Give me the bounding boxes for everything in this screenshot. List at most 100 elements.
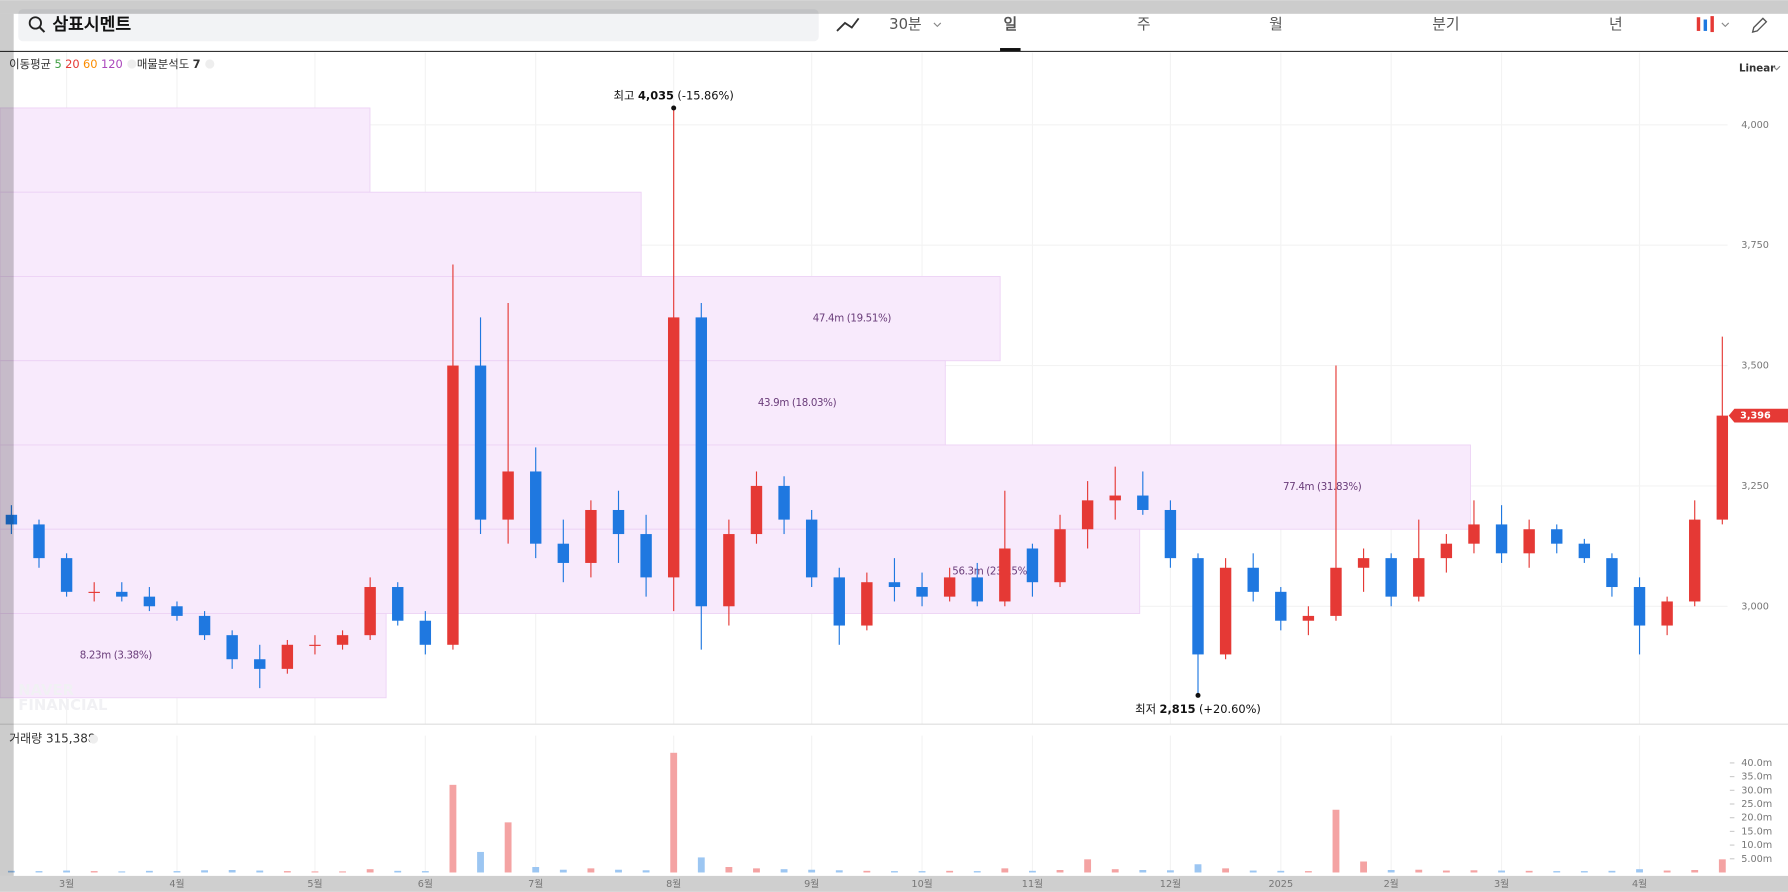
candle-body	[88, 591, 100, 593]
profile-label: 43.9m (18.03%)	[758, 397, 837, 409]
candle-body	[474, 365, 487, 520]
candle-body	[447, 365, 459, 645]
volume-bar	[1498, 870, 1505, 873]
volume-bar	[1360, 861, 1367, 873]
candle-body	[750, 485, 763, 535]
profile-label: 47.4m (19.51%)	[813, 313, 892, 325]
volume-bar	[1056, 870, 1064, 873]
candle-body	[723, 534, 735, 607]
volume-bar	[366, 869, 374, 873]
profile-legend: 매물분석도 7	[137, 56, 201, 70]
chart-type-icon[interactable]	[1696, 17, 1701, 31]
volume-bar	[118, 871, 126, 873]
period-tab[interactable]: 분기	[1432, 16, 1459, 33]
volume-bar	[753, 868, 760, 873]
volume-title: 거래량 315,388	[9, 732, 95, 746]
candle-body	[1330, 567, 1342, 616]
scale-mode[interactable]: Linear	[1739, 63, 1776, 75]
volume-bar	[642, 870, 650, 873]
candle-body	[1054, 529, 1066, 583]
period-tabs: 일 주 월 분기 년	[1000, 16, 1623, 52]
volume-bar	[1001, 868, 1009, 873]
y-tick-label: 40.0m	[1741, 758, 1772, 769]
legend-item: 60	[83, 56, 98, 70]
period-tab[interactable]: 월	[1269, 16, 1283, 33]
volume-bar	[1663, 870, 1671, 873]
volume-bar	[449, 784, 457, 873]
search-icon	[28, 16, 42, 30]
volume-bar	[1387, 870, 1395, 873]
candle-body	[502, 471, 514, 520]
volume-bar	[311, 871, 319, 873]
candle-body	[530, 471, 542, 544]
period-tab[interactable]: 일	[1003, 16, 1017, 33]
volume-bar	[946, 870, 954, 873]
x-tick-label: 2025	[1268, 879, 1293, 890]
candle-body	[1247, 567, 1259, 592]
candle-body	[916, 587, 928, 597]
candle-body	[971, 577, 983, 602]
legend-item: 5	[54, 56, 61, 70]
draw-icon[interactable]	[1751, 17, 1768, 34]
extreme-value: 2,815	[1160, 702, 1196, 716]
volume-bar	[1470, 870, 1478, 873]
x-tick-label: 9월	[804, 878, 819, 890]
legend-item: 매물분석도	[137, 56, 189, 70]
profile-label: 77.4m (31.83%)	[1283, 481, 1362, 493]
search-text[interactable]: 삼표시멘트	[52, 15, 131, 35]
candle-body	[60, 558, 73, 592]
candle-body	[1109, 495, 1121, 501]
profile-layer: 47.4m (19.51%) 43.9m (18.03%) 77.4m (31.83…	[0, 107, 1471, 699]
period-tab[interactable]: 년	[1609, 16, 1623, 33]
volume-bar	[283, 871, 291, 873]
volume-bar	[394, 870, 402, 873]
y-tick-label: 10.0m	[1741, 840, 1772, 851]
extreme-change: (+20.60%)	[1199, 702, 1261, 716]
y-tick-label: 3,250	[1741, 481, 1769, 492]
volume-bar	[670, 752, 678, 873]
legend-item: 20	[65, 56, 79, 70]
candle-body	[198, 615, 211, 636]
volume-bar	[477, 851, 484, 873]
candle-body	[778, 485, 790, 520]
candle-body	[1468, 524, 1480, 544]
volume-bar	[780, 869, 788, 873]
candle-body	[1192, 558, 1204, 655]
x-tick-label: 12월	[1160, 878, 1181, 890]
candle-body	[1137, 495, 1149, 510]
period-tab[interactable]: 주	[1137, 16, 1151, 33]
volume-bar	[1249, 870, 1257, 873]
x-axis-band	[0, 875, 1788, 892]
candle-body	[612, 509, 625, 535]
candle-body	[364, 587, 376, 636]
marks-layer: 최고 4,035 (-15.86%) 최저 2,815 (+20.60%)	[5, 88, 1729, 873]
close-icon[interactable]	[127, 59, 137, 69]
volume-bar	[35, 871, 43, 873]
chart-type-icon[interactable]	[1703, 19, 1708, 31]
volume-bar	[201, 870, 208, 873]
volume-profile-band	[0, 613, 387, 699]
volume-bar	[63, 870, 71, 873]
close-icon[interactable]	[205, 59, 215, 69]
indicator-icon[interactable]	[836, 17, 860, 32]
close-icon[interactable]	[88, 734, 99, 744]
volume-profile-band	[0, 444, 1471, 530]
candle-body	[254, 659, 266, 669]
x-tick-label: 4월	[1632, 878, 1647, 890]
interval-selector[interactable]: 30분	[889, 16, 921, 33]
volume-bar	[1608, 870, 1616, 873]
overlay-top	[0, 0, 1788, 14]
volume-bar	[891, 871, 898, 873]
candle-body	[1716, 415, 1729, 520]
last-price-tag	[1728, 408, 1788, 423]
volume-bar	[7, 870, 15, 873]
search-box[interactable]	[18, 9, 819, 42]
x-tick-label: 7월	[528, 878, 543, 890]
chart-type-icon[interactable]	[1710, 16, 1714, 33]
volume-bar	[1718, 859, 1726, 873]
volume-bar	[1194, 864, 1202, 873]
volume-bar	[173, 871, 181, 873]
y-tick-label: 3,500	[1741, 361, 1769, 372]
